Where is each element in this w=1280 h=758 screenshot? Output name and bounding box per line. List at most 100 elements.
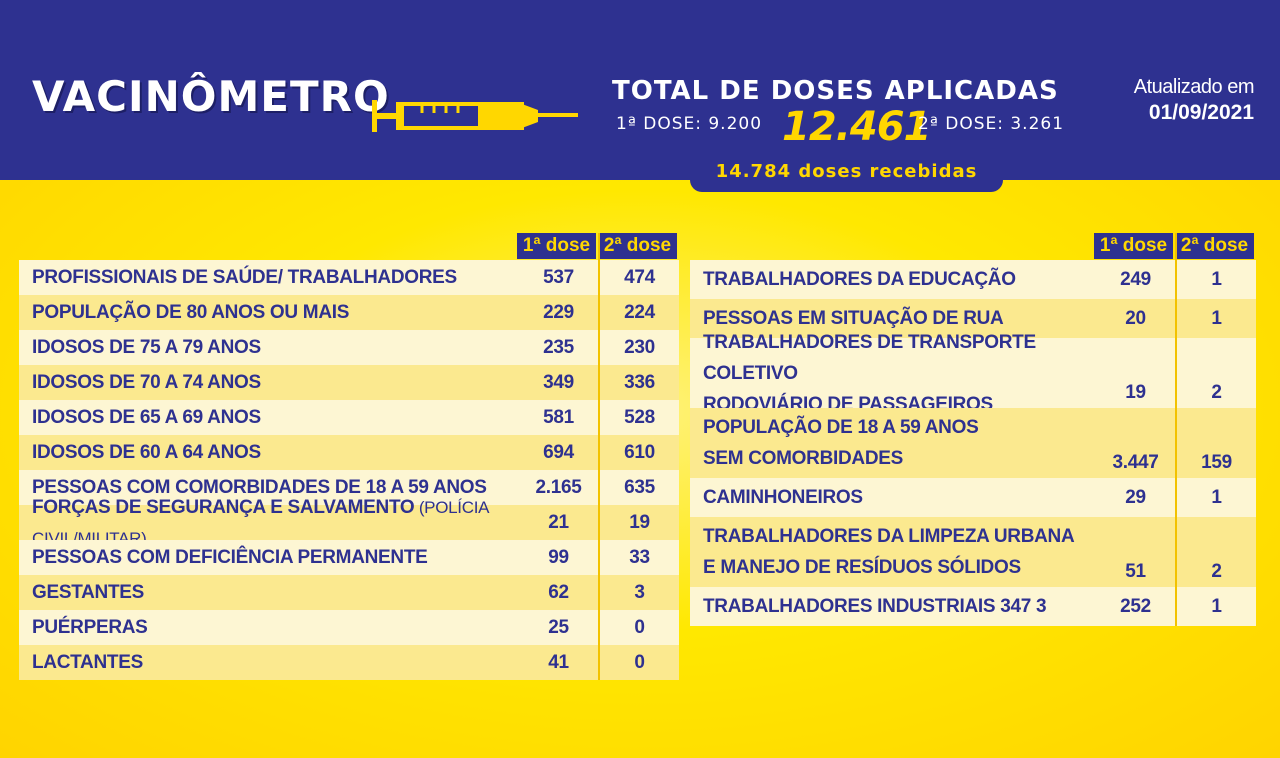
second-dose-value: 635 [624,476,655,498]
row-label-text: PUÉRPERAS [32,617,148,638]
row-label: TRABALHADORES INDUSTRIAIS 347 3 [690,591,1096,622]
first-dose-value: 229 [543,301,574,323]
second-dose-value: 1 [1211,307,1222,329]
table-row: POPULAÇÃO DE 18 A 59 ANOS SEM COMORBIDADE… [690,408,1256,478]
row-label: POPULAÇÃO DE 80 ANOS OU MAIS [19,297,519,328]
row-label: PROFISSIONAIS DE SAÚDE/ TRABALHADORES [19,262,519,293]
col-second-dose: 2ª dose [1175,233,1254,259]
row-label-line1: TRABALHADORES DA EDUCAÇÃO [703,269,1016,290]
row-label: GESTANTES [19,577,519,608]
table-row: TRABALHADORES DA LIMPEZA URBANA E MANEJO … [690,517,1256,587]
table-row: LACTANTES 41 0 [19,645,679,680]
header-band [0,0,1280,180]
second-dose-value: 474 [624,266,655,288]
table-row: PUÉRPERAS 25 0 [19,610,679,645]
row-label-text: POPULAÇÃO DE 80 ANOS OU MAIS [32,302,350,323]
row-label: TRABALHADORES DA LIMPEZA URBANA E MANEJO … [690,517,1096,587]
right-table-header: 1ª dose 2ª dose [1094,233,1254,259]
row-label-line1: PESSOAS EM SITUAÇÃO DE RUA [703,308,1004,329]
row-label-line2: E MANEJO DE RESÍDUOS SÓLIDOS [703,557,1021,578]
row-label-text: IDOSOS DE 70 A 74 ANOS [32,372,261,393]
row-label-line1: CAMINHONEIROS [703,487,863,508]
second-dose-value: 528 [624,406,655,428]
row-label: CAMINHONEIROS [690,482,1096,513]
updated-date: 01/09/2021 [1148,101,1254,124]
row-label: POPULAÇÃO DE 18 A 59 ANOS SEM COMORBIDADE… [690,408,1096,478]
row-label: IDOSOS DE 60 A 64 ANOS [19,437,519,468]
row-label-text: PROFISSIONAIS DE SAÚDE/ TRABALHADORES [32,267,457,288]
table-row: FORÇAS DE SEGURANÇA E SALVAMENTO (POLÍCI… [19,497,679,548]
first-dose-value: 2.165 [535,476,582,498]
row-label-text: PESSOAS COM DEFICIÊNCIA PERMANENTE [32,547,428,568]
row-label-line1: TRABALHADORES INDUSTRIAIS 347 3 [703,596,1047,617]
syringe-icon [372,100,578,132]
table-row: PESSOAS COM DEFICIÊNCIA PERMANENTE 99 33 [19,540,679,575]
first-dose-value: 249 [1120,268,1151,290]
second-dose-value: 2 [1211,561,1222,582]
row-label-line1: TRABALHADORES DA LIMPEZA URBANA [703,526,1075,547]
first-dose-value: 19 [1125,382,1146,403]
second-dose-value: 19 [629,511,650,533]
row-label: PESSOAS COM COMORBIDADES DE 18 A 59 ANOS [19,472,519,503]
row-label-line2: SEM COMORBIDADES [703,448,903,469]
second-dose-value: 0 [634,651,645,673]
table-row: GESTANTES 62 3 [19,575,679,610]
table-row: CAMINHONEIROS 29 1 [690,478,1256,517]
table-row: TRABALHADORES INDUSTRIAIS 347 3 252 1 [690,587,1256,626]
first-dose-value: 581 [543,406,574,428]
col-first-dose: 1ª dose [517,233,596,259]
row-label: TRABALHADORES DA EDUCAÇÃO [690,264,1096,295]
first-dose-value: 252 [1120,595,1151,617]
first-dose-value: 21 [548,511,569,533]
table-row: TRABALHADORES DE TRANSPORTE COLETIVO RODO… [690,332,1256,415]
left-table-header: 1ª dose 2ª dose [517,233,677,259]
row-label-text: IDOSOS DE 65 A 69 ANOS [32,407,261,428]
row-label: PESSOAS COM DEFICIÊNCIA PERMANENTE [19,542,519,573]
table-row: TRABALHADORES DA EDUCAÇÃO 249 1 [690,260,1256,299]
first-dose-value: 62 [548,581,569,603]
row-label-text: FORÇAS DE SEGURANÇA E SALVAMENTO [32,496,415,518]
updated-label: Atualizado em [1133,76,1255,98]
row-label: IDOSOS DE 65 A 69 ANOS [19,402,519,433]
second-dose-total: 2ª DOSE: 3.261 [918,114,1065,134]
second-dose-value: 1 [1211,486,1222,508]
column-divider [598,233,600,680]
first-dose-value: 25 [548,616,569,638]
row-label: PUÉRPERAS [19,612,519,643]
doses-received-badge: 14.784 doses recebidas [690,156,1003,192]
second-dose-value: 1 [1211,595,1222,617]
second-dose-value: 224 [624,301,655,323]
row-label-text: PESSOAS COM COMORBIDADES DE 18 A 59 ANOS [32,477,487,498]
first-dose-value: 99 [548,546,569,568]
table-row: POPULAÇÃO DE 80 ANOS OU MAIS 229 224 [19,295,679,330]
first-dose-value: 20 [1125,307,1146,329]
second-dose-value: 336 [624,371,655,393]
first-dose-total: 1ª DOSE: 9.200 [616,114,763,134]
total-doses: 12.461 [782,104,931,150]
row-label: IDOSOS DE 75 A 79 ANOS [19,332,519,363]
row-label: TRABALHADORES DE TRANSPORTE COLETIVO RODO… [690,332,1096,415]
table-row: IDOSOS DE 75 A 79 ANOS 235 230 [19,330,679,365]
second-dose-value: 610 [624,441,655,463]
first-dose-value: 29 [1125,486,1146,508]
second-dose-value: 1 [1211,268,1222,290]
first-dose-value: 537 [543,266,574,288]
row-label-text: IDOSOS DE 75 A 79 ANOS [32,337,261,358]
row-label-text: IDOSOS DE 60 A 64 ANOS [32,442,261,463]
column-divider [1175,233,1177,626]
first-dose-value: 235 [543,336,574,358]
table-row: IDOSOS DE 65 A 69 ANOS 581 528 [19,400,679,435]
second-dose-value: 2 [1211,382,1222,403]
table-row: PESSOAS COM COMORBIDADES DE 18 A 59 ANOS… [19,470,679,505]
col-second-dose: 2ª dose [598,233,677,259]
first-dose-value: 694 [543,441,574,463]
left-table: 1ª dose 2ª dose PROFISSIONAIS DE SAÚDE/ … [19,233,679,683]
first-dose-value: 41 [548,651,569,673]
row-label-line1: POPULAÇÃO DE 18 A 59 ANOS [703,417,979,438]
right-table: 1ª dose 2ª dose TRABALHADORES DA EDUCAÇÃ… [690,233,1256,626]
logo: VACINÔMETRO [32,72,390,121]
first-dose-value: 3.447 [1112,452,1159,473]
col-first-dose: 1ª dose [1094,233,1173,259]
first-dose-value: 51 [1125,561,1146,582]
table-row: IDOSOS DE 70 A 74 ANOS 349 336 [19,365,679,400]
